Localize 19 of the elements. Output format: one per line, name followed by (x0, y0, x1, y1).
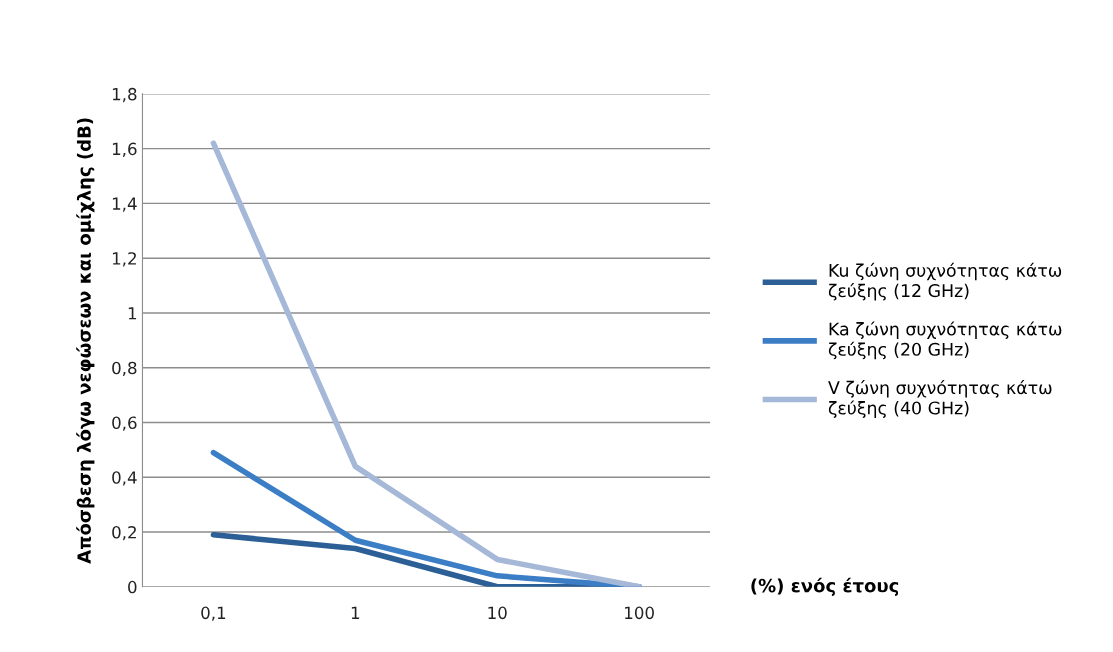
legend-label: V ζώνη συχνότητας κάτω ζεύξης (40 GHz) (828, 380, 1052, 418)
x-tick-label: 100 (625, 606, 654, 620)
y-tick-label: 1,2 (112, 252, 136, 267)
y-tick-label: 0,8 (112, 361, 137, 376)
x-tick-label: 1 (351, 606, 360, 619)
x-tick-label: 0,1 (201, 606, 226, 621)
y-tick-label: 1,8 (112, 87, 137, 103)
y-axis-title: Απόσβεση λόγω νεφώσεων και ομίχλης (dB) (76, 118, 95, 564)
x-tick-label: 10 (488, 606, 507, 620)
legend-label: Ka ζώνη συχνότητας κάτω ζεύξης (20 GHz) (828, 321, 1062, 360)
x-axis-title: (%) ενός έτους (751, 577, 899, 596)
y-tick-label: 1,6 (112, 142, 137, 157)
y-tick-label: 0,4 (112, 471, 137, 486)
y-tick-label: 0,2 (112, 525, 136, 541)
y-tick-label: 1,4 (112, 197, 137, 212)
legend-label: Ku ζώνη συχνότητας κάτω ζεύξης (12 GHz) (828, 262, 1062, 301)
y-tick-label: 0 (128, 580, 137, 594)
y-tick-label: 1 (128, 307, 137, 320)
y-tick-label: 0,6 (112, 416, 137, 431)
